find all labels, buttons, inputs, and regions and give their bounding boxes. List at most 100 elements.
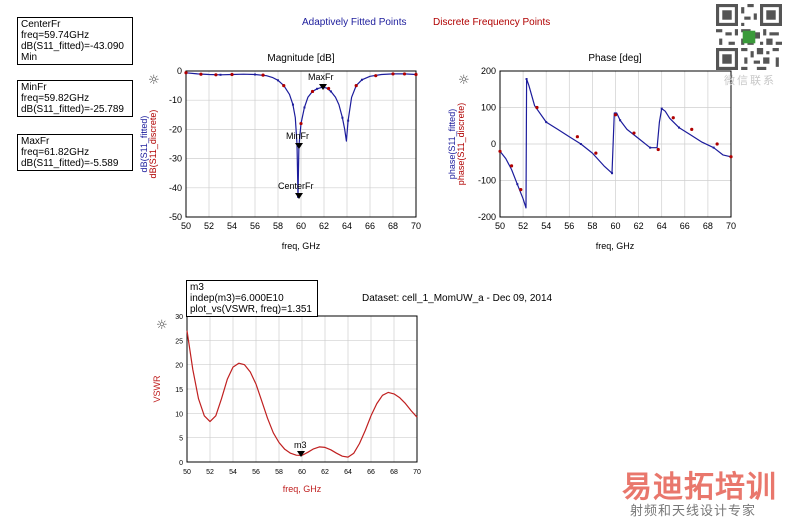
magnitude-discrete-point (391, 72, 395, 76)
phase-plot-frame (499, 70, 732, 218)
magnitude-discrete-point (261, 73, 265, 77)
magnitude-x-tick-label: 56 (250, 221, 260, 231)
magnitude-fitted-point (291, 103, 294, 106)
magnitude-fitted-point (347, 119, 350, 122)
maxfr-readout-freq: freq=61.82GHz (21, 147, 90, 158)
phase-discrete-point (535, 105, 539, 110)
magnitude-sun-icon[interactable]: ☼ (148, 73, 160, 88)
marker-minfr-label: MinFr (286, 131, 309, 141)
magnitude-fitted-point (341, 116, 344, 119)
phase-discrete-point (671, 116, 675, 120)
marker-minfr-triangle (295, 143, 303, 149)
minfr-readout-value: dB(S11_fitted)=-25.789 (21, 104, 124, 115)
magnitude-x-tick-label: 66 (365, 221, 375, 231)
magnitude-fitted-point (303, 106, 306, 109)
phase-grid (500, 71, 731, 217)
phase-x-axis-label: freq, GHz (596, 241, 635, 251)
magnitude-x-tick-label: 68 (388, 221, 398, 231)
magnitude-discrete-point (199, 72, 203, 76)
phase-discrete-point (729, 155, 733, 159)
magnitude-discrete-point (414, 72, 418, 77)
magnitude-x-axis-label: freq, GHz (282, 241, 321, 251)
qr-caption: 微信联系 (724, 75, 776, 87)
vswr-x-tick-label: 62 (321, 469, 329, 476)
vswr-x-tick-label: 64 (344, 469, 352, 476)
maxfr-readout-value: dB(S11_fitted)=-5.589 (21, 158, 119, 169)
vswr-x-axis-label: freq, GHz (283, 484, 322, 494)
magnitude-fitted-point (254, 73, 256, 76)
magnitude-x-tick-label: 50 (181, 221, 191, 231)
phase-x-tick-label: 60 (610, 221, 620, 231)
magnitude-fitted-point (316, 87, 319, 90)
vswr-sun-icon[interactable]: ☼ (156, 318, 168, 333)
magnitude-fitted-point (360, 78, 363, 81)
phase-x-tick-label: 70 (726, 221, 736, 231)
legend-fitted: Adaptively Fitted Points (302, 17, 407, 28)
magnitude-plot: Magnitude [dB] 50 52 54 56 58 60 62 64 66 68 70 0 -… (139, 53, 421, 251)
phase-discrete-point (575, 135, 579, 139)
vswr-grid (187, 316, 417, 462)
marker-m3[interactable]: m3 (294, 440, 307, 457)
vswr-x-tick-label: 52 (206, 469, 214, 476)
vswr-x-tick-label: 54 (229, 469, 237, 476)
m3-readout-value: plot_vs(VSWR, freq)=1.351 (190, 304, 312, 315)
magnitude-y-tick-label: 0 (177, 66, 182, 76)
magnitude-plot-frame (185, 70, 417, 218)
magnitude-discrete-point (310, 89, 315, 94)
marker-maxfr[interactable]: MaxFr (308, 72, 334, 90)
magnitude-y-tick-label: -20 (169, 124, 182, 134)
minfr-readout-freq: freq=59.82GHz (21, 93, 90, 104)
phase-discrete-point (632, 131, 636, 135)
dataset-label: Dataset: cell_1_MomUW_a - Dec 09, 2014 (362, 293, 553, 304)
phase-plot: Phase [deg] 50 52 54 56 58 60 62 64 66 68 70 200 10… (447, 53, 736, 251)
magnitude-y-tick-label: -30 (169, 154, 182, 164)
magnitude-y-ticks: 0 -10 -20 -30 -40 -50 (169, 66, 182, 222)
magnitude-discrete-point (184, 71, 188, 75)
magnitude-discrete-point (299, 121, 303, 126)
phase-y-ticks: 200 100 0 -100 -200 (478, 66, 496, 222)
phase-sun-icon[interactable]: ☼ (458, 73, 470, 88)
vswr-x-tick-label: 60 (298, 469, 306, 476)
magnitude-x-tick-label: 60 (296, 221, 306, 231)
phase-fitted-point (516, 183, 519, 186)
magnitude-discrete-point (230, 72, 234, 77)
phase-fitted-point (611, 172, 614, 175)
marker-maxfr-triangle (319, 84, 327, 90)
minfr-readout[interactable]: MinFr freq=59.82GHz dB(S11_fitted)=-25.7… (17, 80, 133, 117)
magnitude-discrete-point (282, 84, 286, 88)
magnitude-x-tick-label: 58 (273, 221, 283, 231)
phase-x-tick-label: 58 (587, 221, 597, 231)
phase-fitted-point (619, 119, 622, 122)
vswr-x-tick-label: 70 (413, 469, 421, 476)
phase-fitted-point (579, 143, 582, 145)
phase-x-ticks: 50 52 54 56 58 60 62 64 66 68 70 (495, 221, 736, 231)
magnitude-fitted-point (277, 79, 279, 82)
magnitude-x-tick-label: 52 (204, 221, 214, 231)
marker-minfr[interactable]: MinFr (286, 131, 309, 149)
vswr-x-tick-label: 56 (252, 469, 260, 476)
magnitude-discrete-point (327, 86, 331, 91)
phase-x-tick-label: 54 (541, 221, 551, 231)
centerfr-readout-extra: Min (21, 52, 38, 63)
vswr-x-tick-label: 66 (367, 469, 375, 476)
m3-readout-indep: indep(m3)=6.000E10 (190, 293, 284, 304)
phase-discrete-point (594, 151, 598, 155)
vswr-x-ticks: 50 52 54 56 58 60 62 64 66 68 70 (183, 469, 421, 476)
magnitude-x-tick-label: 54 (227, 221, 237, 231)
maxfr-readout[interactable]: MaxFr freq=61.82GHz dB(S11_fitted)=-5.58… (17, 134, 133, 171)
phase-fitted-point (678, 126, 681, 129)
phase-x-tick-label: 56 (564, 221, 574, 231)
magnitude-y-axis-label-fitted: dB(S11_fitted) (139, 116, 149, 173)
centerfr-readout[interactable]: CenterFr freq=59.74GHz dB(S11_fitted)=-4… (17, 17, 133, 65)
m3-readout-name: m3 (190, 282, 204, 293)
phase-discrete-point (613, 113, 618, 117)
phase-x-tick-label: 64 (657, 221, 667, 231)
magnitude-discrete-point (402, 72, 407, 76)
phase-fitted-point (660, 107, 663, 110)
magnitude-discrete-point (374, 74, 378, 78)
phase-discrete-point (690, 127, 694, 131)
marker-centerfr[interactable]: CenterFr (278, 181, 314, 199)
vswr-y-axis-label: VSWR (152, 375, 162, 403)
m3-readout[interactable]: m3 indep(m3)=6.000E10 plot_vs(VSWR, freq… (186, 280, 318, 317)
